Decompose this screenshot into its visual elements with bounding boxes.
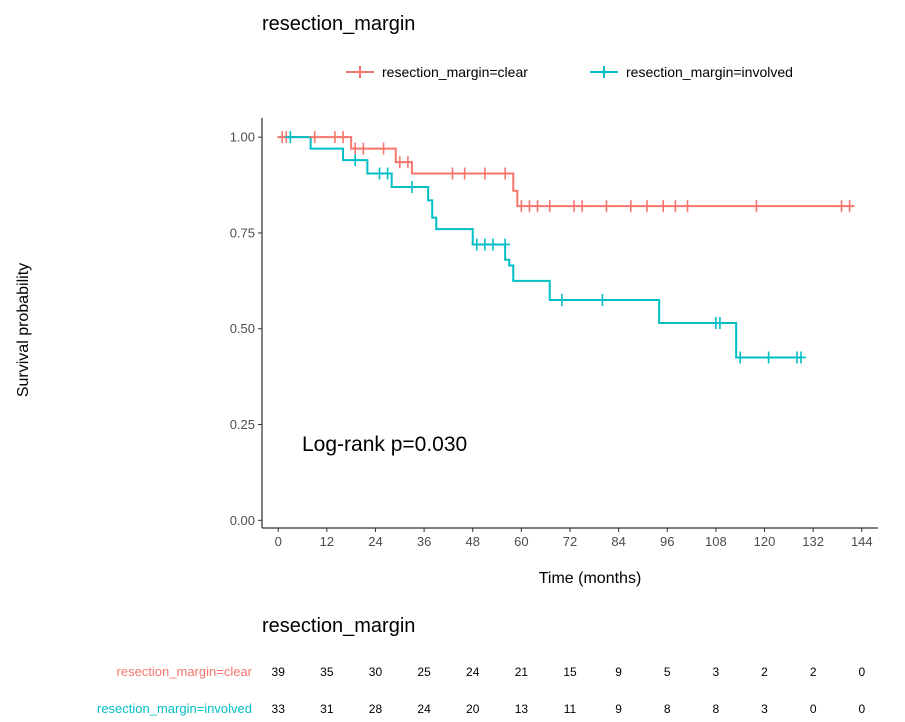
chart-title: resection_margin (262, 13, 415, 35)
legend: resection_margin=clear resection_margin=i… (346, 64, 793, 80)
x-tick-label: 12 (320, 534, 334, 549)
risk-count: 30 (369, 665, 383, 679)
x-tick-label: 48 (466, 534, 480, 549)
censor-mark (338, 131, 349, 144)
censor-mark (532, 200, 543, 213)
censor-mark (350, 154, 361, 167)
x-tick-label: 84 (611, 534, 625, 549)
legend-label: resection_margin=involved (626, 64, 793, 80)
x-tick-label: 72 (563, 534, 577, 549)
x-tick-label: 36 (417, 534, 431, 549)
censor-mark (459, 167, 470, 180)
survival-curve-involved (278, 136, 801, 359)
censor-mark (358, 142, 369, 155)
censor-marks (277, 131, 855, 364)
x-tick-label: 120 (754, 534, 776, 549)
censor-mark (625, 200, 636, 213)
risk-count: 11 (564, 702, 577, 716)
censor-mark (714, 317, 725, 329)
x-tick-label: 96 (660, 534, 674, 549)
risk-count: 28 (369, 702, 383, 716)
risk-count: 0 (858, 665, 865, 679)
risk-count: 3 (761, 702, 768, 716)
risk-count: 39 (272, 665, 286, 679)
censor-mark (378, 142, 389, 155)
x-axis-title: Time (months) (539, 570, 642, 587)
censor-mark (479, 167, 490, 180)
censor-mark (670, 200, 681, 213)
log-rank-pvalue: Log-rank p=0.030 (302, 433, 467, 456)
censor-mark (488, 238, 498, 251)
risk-count: 35 (320, 665, 334, 679)
risk-count: 24 (466, 665, 480, 679)
plot-area: 0.00 0.25 0.50 0.75 1.00 0 12 24 36 48 60 72 84 96 108… (230, 118, 878, 549)
y-tick-label: 0.25 (230, 417, 255, 432)
censor-mark (751, 200, 762, 213)
censor-mark (597, 294, 608, 307)
censor-mark (682, 200, 693, 213)
censor-mark (309, 131, 320, 144)
risk-count: 15 (563, 665, 577, 679)
censor-mark (406, 180, 417, 193)
risk-count: 9 (615, 665, 622, 679)
risk-count: 31 (320, 702, 334, 716)
survival-curve-clear (278, 136, 854, 208)
censor-mark (556, 294, 567, 307)
risk-count: 21 (515, 665, 529, 679)
x-tick-label: 108 (705, 534, 727, 549)
y-tick-label: 1.00 (230, 130, 255, 145)
censor-mark (544, 200, 555, 213)
censor-mark (763, 351, 774, 364)
risk-count: 3 (713, 665, 720, 679)
risk-row-label: resection_margin=involved (97, 701, 252, 716)
survival-curves (278, 136, 854, 359)
axes: 0.00 0.25 0.50 0.75 1.00 0 12 24 36 48 60 72 84 96 108… (230, 118, 878, 549)
y-tick-label: 0.00 (230, 513, 255, 528)
x-tick-label: 24 (368, 534, 382, 549)
censor-mark (500, 238, 511, 251)
risk-count: 0 (810, 702, 817, 716)
legend-label: resection_margin=clear (382, 64, 528, 80)
censor-mark (642, 200, 652, 213)
censor-mark (844, 200, 855, 213)
censor-mark (382, 167, 393, 180)
y-axis-title: Survival probability (15, 263, 32, 397)
risk-count: 0 (858, 702, 865, 716)
risk-row-label: resection_margin=clear (117, 664, 253, 679)
x-tick-label: 60 (514, 534, 528, 549)
risk-count: 8 (713, 702, 720, 716)
risk-count: 2 (761, 665, 768, 679)
risk-count: 25 (417, 665, 431, 679)
y-tick-label: 0.75 (230, 225, 255, 240)
risk-count: 13 (515, 702, 529, 716)
risk-count: 24 (417, 702, 431, 716)
censor-mark (735, 351, 746, 364)
risk-count: 8 (664, 702, 671, 716)
risk-count: 20 (466, 702, 480, 716)
y-tick-label: 0.50 (230, 321, 255, 336)
censor-mark (500, 167, 511, 180)
censor-mark (796, 351, 806, 364)
risk-count: 9 (615, 702, 622, 716)
risk-count: 2 (810, 665, 817, 679)
risk-count: 33 (272, 702, 286, 716)
x-tick-label: 0 (275, 534, 282, 549)
x-tick-label: 144 (851, 534, 873, 549)
risk-count: 5 (664, 665, 671, 679)
censor-mark (447, 167, 458, 180)
censor-mark (577, 200, 588, 213)
risk-table: resection_margin=clear 39 35 30 25 24 21 15 9 5 3 2… (97, 664, 865, 716)
censor-mark (658, 200, 669, 213)
censor-mark (601, 200, 612, 213)
x-tick-label: 132 (802, 534, 824, 549)
censor-mark (285, 131, 296, 144)
censor-mark (402, 156, 413, 169)
risk-table-title: resection_margin (262, 615, 415, 637)
